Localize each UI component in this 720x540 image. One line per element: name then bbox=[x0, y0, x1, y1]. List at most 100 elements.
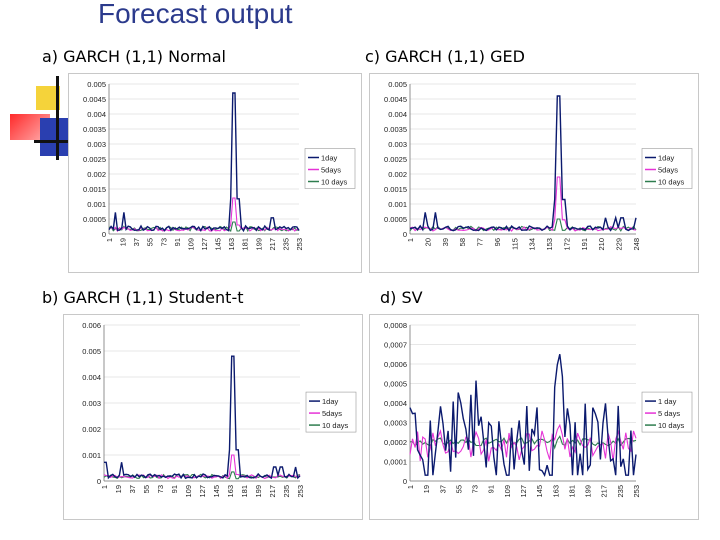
x-tick-label: 163 bbox=[226, 485, 235, 498]
x-tick-label: 73 bbox=[159, 238, 168, 246]
legend-label: 5days bbox=[321, 166, 341, 175]
x-tick-label: 55 bbox=[146, 238, 155, 246]
y-tick-label: 0.004 bbox=[87, 110, 106, 119]
y-tick-label: 0.001 bbox=[388, 200, 407, 209]
x-tick-label: 199 bbox=[254, 485, 263, 498]
x-tick-label: 199 bbox=[584, 485, 593, 498]
x-tick-label: 20 bbox=[423, 238, 432, 246]
x-tick-label: 1 bbox=[100, 485, 109, 489]
y-tick-label: 0.0005 bbox=[384, 215, 407, 224]
x-tick-label: 19 bbox=[119, 238, 128, 246]
y-tick-label: 0,0008 bbox=[384, 321, 407, 330]
x-tick-label: 19 bbox=[114, 485, 123, 493]
x-tick-label: 39 bbox=[441, 238, 450, 246]
y-tick-label: 0.0025 bbox=[83, 155, 106, 164]
x-tick-label: 181 bbox=[240, 485, 249, 498]
series-line-1 bbox=[409, 176, 637, 232]
chart-d: 0,0008 0,0007 0,0006 0,0005 0,0004 0,0003 0,00… bbox=[369, 314, 699, 520]
x-tick-label: 127 bbox=[198, 485, 207, 498]
y-tick-label: 0.0045 bbox=[384, 95, 407, 104]
y-tick-label: 0.003 bbox=[87, 140, 106, 149]
y-tick-label: 0.005 bbox=[82, 347, 101, 356]
legend-label: 10 days bbox=[322, 421, 349, 430]
panel-c-label: c) GARCH (1,1) GED bbox=[365, 47, 525, 66]
y-tick-label: 0.002 bbox=[388, 170, 407, 179]
x-tick-label: 181 bbox=[241, 238, 250, 251]
x-tick-label: 145 bbox=[214, 238, 223, 251]
x-tick-label: 235 bbox=[282, 485, 291, 498]
series-line-0 bbox=[409, 354, 637, 478]
y-tick-label: 0.006 bbox=[82, 321, 101, 330]
y-tick-label: 0.0025 bbox=[384, 155, 407, 164]
y-tick-label: 0.004 bbox=[82, 373, 101, 382]
y-tick-label: 0.0015 bbox=[83, 185, 106, 194]
x-tick-label: 253 bbox=[632, 485, 641, 498]
y-tick-label: 0,0007 bbox=[384, 341, 407, 350]
x-tick-label: 37 bbox=[132, 238, 141, 246]
x-tick-label: 37 bbox=[128, 485, 137, 493]
x-tick-label: 217 bbox=[600, 485, 609, 498]
chart-svg: 0,0008 0,0007 0,0006 0,0005 0,0004 0,0003 0,00… bbox=[384, 321, 693, 498]
panel-d-label: d) SV bbox=[380, 288, 423, 307]
legend-label: 1day bbox=[658, 154, 675, 163]
x-tick-label: 229 bbox=[615, 238, 624, 251]
x-tick-label: 172 bbox=[562, 238, 571, 251]
y-tick-label: 0.0035 bbox=[384, 125, 407, 134]
chart-svg: 0.005 0.0045 0.004 0.0035 0.003 0.0025 0.002 0.… bbox=[83, 80, 356, 251]
y-tick-label: 0.0015 bbox=[384, 185, 407, 194]
legend-label: 5days bbox=[322, 409, 342, 418]
legend-label: 5days bbox=[658, 166, 678, 175]
x-tick-label: 145 bbox=[535, 485, 544, 498]
x-tick-label: 253 bbox=[295, 238, 304, 251]
x-tick-label: 217 bbox=[268, 485, 277, 498]
chart-svg: 0.005 0.0045 0.004 0.0035 0.003 0.0025 0.002 0.… bbox=[384, 80, 693, 251]
x-tick-label: 153 bbox=[545, 238, 554, 251]
x-tick-label: 96 bbox=[493, 238, 502, 246]
x-tick-label: 73 bbox=[471, 485, 480, 493]
y-tick-label: 0.002 bbox=[82, 425, 101, 434]
x-tick-label: 91 bbox=[173, 238, 182, 246]
y-tick-label: 0.003 bbox=[82, 399, 101, 408]
y-tick-label: 0,0003 bbox=[384, 419, 407, 428]
x-tick-label: 199 bbox=[254, 238, 263, 251]
y-tick-label: 0 bbox=[403, 230, 407, 239]
y-tick-label: 0,0004 bbox=[384, 399, 407, 408]
chart-b: 0.006 0.005 0.004 0.003 0.002 0.001 0 1 19 37 55 73… bbox=[63, 314, 363, 520]
series-line-0 bbox=[409, 95, 637, 232]
y-tick-label: 0.001 bbox=[87, 200, 106, 209]
y-tick-label: 0.0045 bbox=[83, 95, 106, 104]
x-tick-label: 253 bbox=[296, 485, 305, 498]
legend-label: 10 days bbox=[658, 421, 685, 430]
y-tick-label: 0.003 bbox=[388, 140, 407, 149]
y-tick-label: 0,0002 bbox=[384, 438, 407, 447]
slide-title: Forecast output bbox=[98, 0, 293, 29]
y-tick-label: 0.0005 bbox=[83, 215, 106, 224]
y-tick-label: 0.0035 bbox=[83, 125, 106, 134]
x-tick-label: 19 bbox=[422, 485, 431, 493]
x-tick-label: 235 bbox=[281, 238, 290, 251]
x-tick-label: 248 bbox=[632, 238, 641, 251]
x-tick-label: 210 bbox=[597, 238, 606, 251]
y-tick-label: 0 bbox=[403, 477, 407, 486]
chart-c: 0.005 0.0045 0.004 0.0035 0.003 0.0025 0.002 0.… bbox=[369, 73, 699, 273]
x-tick-label: 235 bbox=[616, 485, 625, 498]
x-tick-label: 91 bbox=[170, 485, 179, 493]
x-tick-label: 109 bbox=[184, 485, 193, 498]
y-tick-label: 0.002 bbox=[87, 170, 106, 179]
y-tick-label: 0 bbox=[102, 230, 106, 239]
series-line-2 bbox=[409, 218, 637, 232]
x-tick-label: 191 bbox=[580, 238, 589, 251]
x-tick-label: 163 bbox=[551, 485, 560, 498]
series-line-2 bbox=[409, 435, 637, 450]
x-tick-label: 55 bbox=[142, 485, 151, 493]
panel-b-label: b) GARCH (1,1) Student-t bbox=[42, 288, 244, 307]
x-tick-label: 163 bbox=[227, 238, 236, 251]
y-tick-label: 0.005 bbox=[388, 80, 407, 89]
x-tick-label: 127 bbox=[200, 238, 209, 251]
y-tick-label: 0,0001 bbox=[384, 458, 407, 467]
panel-a-label: a) GARCH (1,1) Normal bbox=[42, 47, 226, 66]
x-tick-label: 73 bbox=[156, 485, 165, 493]
x-tick-label: 217 bbox=[268, 238, 277, 251]
y-tick-label: 0 bbox=[97, 477, 101, 486]
y-tick-label: 0.004 bbox=[388, 110, 407, 119]
